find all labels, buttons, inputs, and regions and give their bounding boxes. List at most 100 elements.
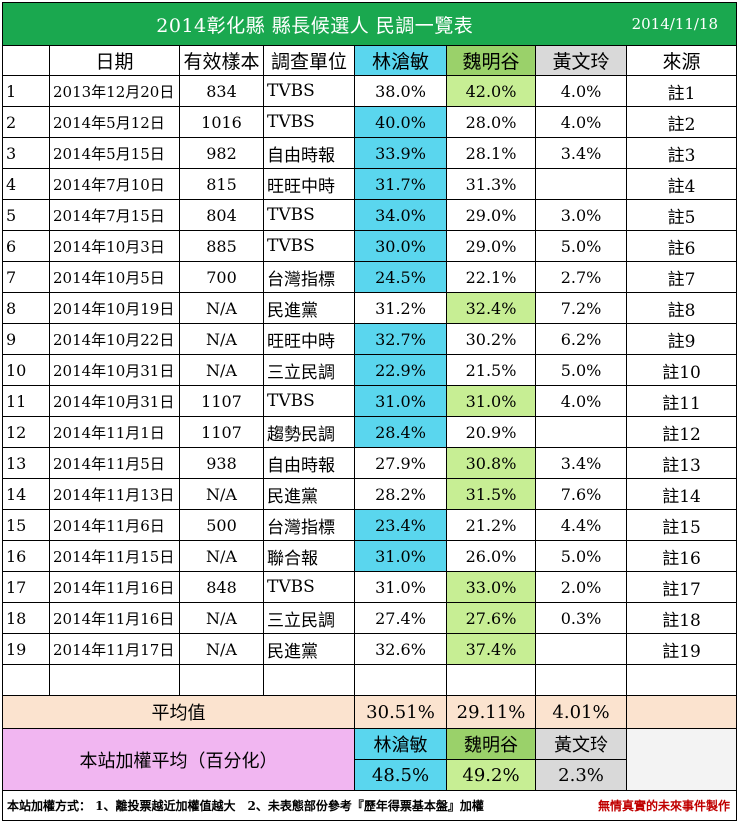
header-no: [2, 45, 50, 76]
table-row: 4 2014年7月10日 815 旺旺中時 31.7% 31.3% 註4: [2, 168, 738, 200]
row-number: 1: [2, 75, 50, 107]
row-wei: 26.0%: [446, 540, 536, 572]
blank-cell: [626, 664, 738, 696]
row-sample: 1107: [179, 385, 264, 417]
row-wei: 30.8%: [446, 447, 536, 479]
table-row: 6 2014年10月3日 885 TVBS 30.0% 29.0% 5.0% 註6: [2, 230, 738, 262]
row-org: 三立民調: [263, 354, 355, 386]
row-lin: 27.4%: [354, 602, 447, 634]
row-org: TVBS: [263, 230, 355, 262]
row-org: TVBS: [263, 106, 355, 138]
row-org: 台灣指標: [263, 261, 355, 293]
row-wei: 31.3%: [446, 168, 536, 200]
average-huang: 4.01%: [534, 695, 628, 729]
sheet-title: 2014彰化縣 縣長候選人 民調一覽表: [1, 2, 627, 46]
row-huang: 4.0%: [534, 385, 628, 417]
row-source: 註16: [626, 540, 738, 572]
row-org: 旺旺中時: [263, 168, 355, 200]
poll-table: 2014彰化縣 縣長候選人 民調一覽表 2014/11/18 日期 有效樣本 調…: [1, 2, 738, 821]
blank-row: [2, 664, 738, 696]
row-source: 註8: [626, 292, 738, 324]
row-huang: 4.4%: [534, 509, 628, 541]
header-sample: 有效樣本: [179, 45, 264, 76]
row-number: 8: [2, 292, 50, 324]
row-date: 2014年10月31日: [49, 354, 180, 386]
row-date: 2014年11月13日: [49, 478, 180, 510]
row-date: 2014年10月3日: [49, 230, 180, 262]
row-date: 2014年11月1日: [49, 416, 180, 448]
row-sample: 1107: [179, 416, 264, 448]
weighted-huang: 2.3%: [534, 759, 628, 791]
blank-cell: [446, 664, 536, 696]
row-wei: 21.5%: [446, 354, 536, 386]
table-row: 1 2013年12月20日 834 TVBS 38.0% 42.0% 4.0% 註1: [2, 75, 738, 107]
credit-text: 無情真實的未來事件製作: [535, 790, 738, 821]
blank-cell: [263, 664, 355, 696]
table-row: 16 2014年11月15日 N/A 聯合報 31.0% 26.0% 5.0% 註16: [2, 540, 738, 572]
row-huang: [534, 416, 628, 448]
blank-cell: [49, 664, 180, 696]
average-lin: 30.51%: [354, 695, 447, 729]
row-lin: 40.0%: [354, 106, 447, 138]
row-lin: 24.5%: [354, 261, 447, 293]
row-number: 3: [2, 137, 50, 169]
row-source: 註15: [626, 509, 738, 541]
row-org: TVBS: [263, 199, 355, 231]
row-lin: 23.4%: [354, 509, 447, 541]
blank-cell: [179, 664, 264, 696]
row-lin: 31.0%: [354, 540, 447, 572]
row-source: 註11: [626, 385, 738, 417]
row-date: 2014年10月31日: [49, 385, 180, 417]
table-row: 10 2014年10月31日 N/A 三立民調 22.9% 21.5% 5.0% 註10: [2, 354, 738, 386]
row-wei: 37.4%: [446, 633, 536, 665]
blank-cell: [354, 664, 447, 696]
row-date: 2014年10月22日: [49, 323, 180, 355]
header-source: 來源: [626, 45, 738, 76]
table-row: 2 2014年5月12日 1016 TVBS 40.0% 28.0% 4.0% 註2: [2, 106, 738, 138]
row-lin: 28.4%: [354, 416, 447, 448]
row-number: 19: [2, 633, 50, 665]
header-date: 日期: [49, 45, 180, 76]
row-lin: 32.6%: [354, 633, 447, 665]
row-huang: 5.0%: [534, 230, 628, 262]
row-source: 註14: [626, 478, 738, 510]
row-sample: N/A: [179, 323, 264, 355]
row-huang: 4.0%: [534, 106, 628, 138]
row-source: 註18: [626, 602, 738, 634]
row-date: 2013年12月20日: [49, 75, 180, 107]
weighted-names-row: 本站加權平均（百分化） 林滄敏 魏明谷 黃文玲: [2, 728, 738, 791]
row-date: 2014年10月19日: [49, 292, 180, 324]
table-row: 13 2014年11月5日 938 自由時報 27.9% 30.8% 3.4% 註13: [2, 447, 738, 479]
row-wei: 31.0%: [446, 385, 536, 417]
row-number: 7: [2, 261, 50, 293]
row-number: 10: [2, 354, 50, 386]
row-date: 2014年5月15日: [49, 137, 180, 169]
row-sample: N/A: [179, 292, 264, 324]
row-sample: 848: [179, 571, 264, 603]
sheet-date: 2014/11/18: [626, 2, 738, 46]
row-date: 2014年11月15日: [49, 540, 180, 572]
average-row: 平均值 30.51% 29.11% 4.01%: [2, 695, 738, 729]
row-source: 註19: [626, 633, 738, 665]
row-number: 5: [2, 199, 50, 231]
row-date: 2014年7月10日: [49, 168, 180, 200]
row-source: 註6: [626, 230, 738, 262]
row-number: 17: [2, 571, 50, 603]
row-sample: N/A: [179, 354, 264, 386]
row-source: 註7: [626, 261, 738, 293]
row-sample: 500: [179, 509, 264, 541]
row-wei: 30.2%: [446, 323, 536, 355]
row-lin: 38.0%: [354, 75, 447, 107]
row-wei: 32.4%: [446, 292, 536, 324]
row-lin: 22.9%: [354, 354, 447, 386]
row-huang: 7.6%: [534, 478, 628, 510]
row-sample: 834: [179, 75, 264, 107]
table-row: 14 2014年11月13日 N/A 民進黨 28.2% 31.5% 7.6% 註14: [2, 478, 738, 510]
weighted-lin-name: 林滄敏: [354, 728, 447, 760]
row-huang: 0.3%: [534, 602, 628, 634]
row-sample: 938: [179, 447, 264, 479]
row-lin: 27.9%: [354, 447, 447, 479]
row-org: 自由時報: [263, 447, 355, 479]
row-source: 註13: [626, 447, 738, 479]
table-row: 15 2014年11月6日 500 台灣指標 23.4% 21.2% 4.4% 註15: [2, 509, 738, 541]
